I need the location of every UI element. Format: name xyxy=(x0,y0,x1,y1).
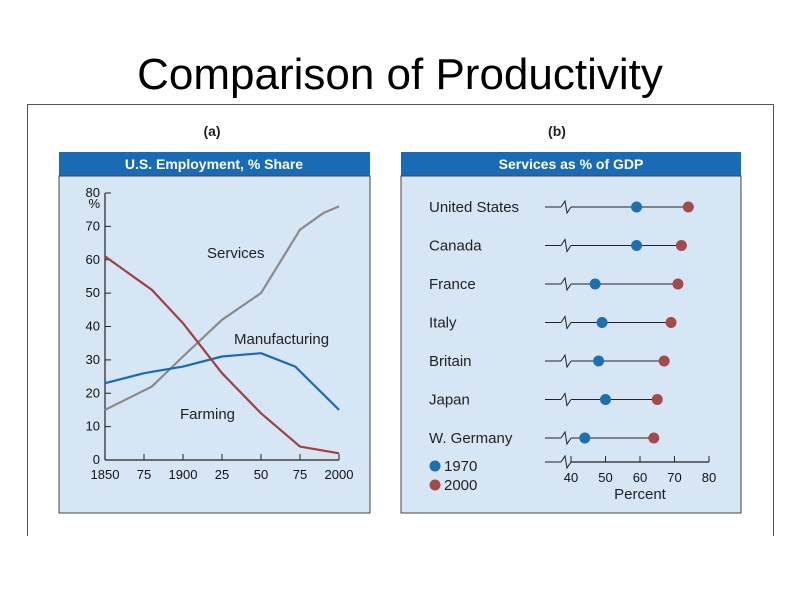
marker-1970 xyxy=(579,432,591,444)
marker-1970 xyxy=(631,240,643,251)
country-label: Britain xyxy=(429,353,472,370)
panel-a-y-tick-label: 50 xyxy=(86,285,100,300)
panel-a-y-tick-label: 70 xyxy=(86,218,100,233)
marker-1970 xyxy=(589,278,601,290)
legend-1970-label: 1970 xyxy=(444,458,477,475)
axis-break-icon xyxy=(560,430,572,446)
panel-b-x-tick-label: 50 xyxy=(598,470,612,485)
marker-2000 xyxy=(665,317,677,328)
panel-b-x-axis-title: Percent xyxy=(614,486,667,503)
panel-a-x-tick-label: 75 xyxy=(293,467,307,482)
panel-a-y-tick-label: 20 xyxy=(86,385,100,400)
farming-line xyxy=(104,255,340,455)
panel-a-x-tick-label: 25 xyxy=(215,467,229,482)
panel-a-x-tick-label: 75 xyxy=(137,467,151,482)
panel-a-plot-background xyxy=(58,175,371,514)
marker-1970 xyxy=(596,317,608,328)
panel-b-x-tick-label: 40 xyxy=(564,470,578,485)
axis-break-icon xyxy=(560,238,572,253)
country-label: Italy xyxy=(429,315,457,332)
panel-a-y-unit-label: % xyxy=(88,196,100,211)
marker-1970 xyxy=(631,201,643,213)
panel-a-y-tick-label: 60 xyxy=(86,252,100,267)
slide-title: Comparison of Productivity xyxy=(137,50,663,99)
marker-2000 xyxy=(682,201,694,213)
marker-2000 xyxy=(658,355,670,367)
axis-break-icon xyxy=(560,392,572,407)
panel-a-label: (a) xyxy=(203,123,220,139)
farming-series-label: Farming xyxy=(180,406,235,423)
legend-2000-label: 2000 xyxy=(444,477,477,494)
panel-a-y-tick-label: 10 xyxy=(86,419,100,434)
services-line xyxy=(104,205,340,411)
country-label: Canada xyxy=(429,238,482,255)
axis-break-icon xyxy=(560,315,572,330)
marker-2000 xyxy=(672,278,684,290)
axis-break-icon xyxy=(560,353,572,369)
panel-b-axis-break-icon xyxy=(560,454,572,470)
marker-1970 xyxy=(593,355,605,367)
country-label: W. Germany xyxy=(429,430,513,447)
marker-2000 xyxy=(675,240,687,251)
panel-a-x-tick-label: 50 xyxy=(254,467,268,482)
panel-a-y-tick-label: 40 xyxy=(86,319,100,334)
manufacturing-line xyxy=(104,352,340,411)
panel-a-x-tick-label: 1850 xyxy=(91,467,120,482)
panel-b-title: Services as % of GDP xyxy=(499,156,644,172)
legend-1970-marker xyxy=(429,460,441,472)
panel-b-x-tick-label: 80 xyxy=(702,470,716,485)
panel-a-y-tick-label: 30 xyxy=(86,352,100,367)
country-label: United States xyxy=(429,199,519,216)
panel-b-x-tick-label: 70 xyxy=(667,470,681,485)
panel-a-header xyxy=(59,152,370,176)
axis-break-icon xyxy=(560,199,572,215)
country-label: France xyxy=(429,276,476,293)
services-series-label: Services xyxy=(207,245,265,262)
panel-a-y-tick-label: 0 xyxy=(93,452,100,467)
panel-b-x-tick-label: 60 xyxy=(633,470,647,485)
panel-b-header xyxy=(401,152,741,176)
marker-1970 xyxy=(600,394,611,405)
panel-a-y-tick-label: 80 xyxy=(86,185,100,200)
country-label: Japan xyxy=(429,392,470,409)
marker-2000 xyxy=(648,432,660,444)
axis-break-icon xyxy=(560,276,572,292)
marker-2000 xyxy=(651,394,663,405)
legend-2000-marker xyxy=(429,479,441,491)
panel-b-label: (b) xyxy=(548,123,566,139)
panel-a-x-tick-label: 2000 xyxy=(325,467,354,482)
manufacturing-series-label: Manufacturing xyxy=(234,331,329,348)
panel-a-x-tick-label: 1900 xyxy=(169,467,198,482)
panel-a-title: U.S. Employment, % Share xyxy=(125,156,303,172)
